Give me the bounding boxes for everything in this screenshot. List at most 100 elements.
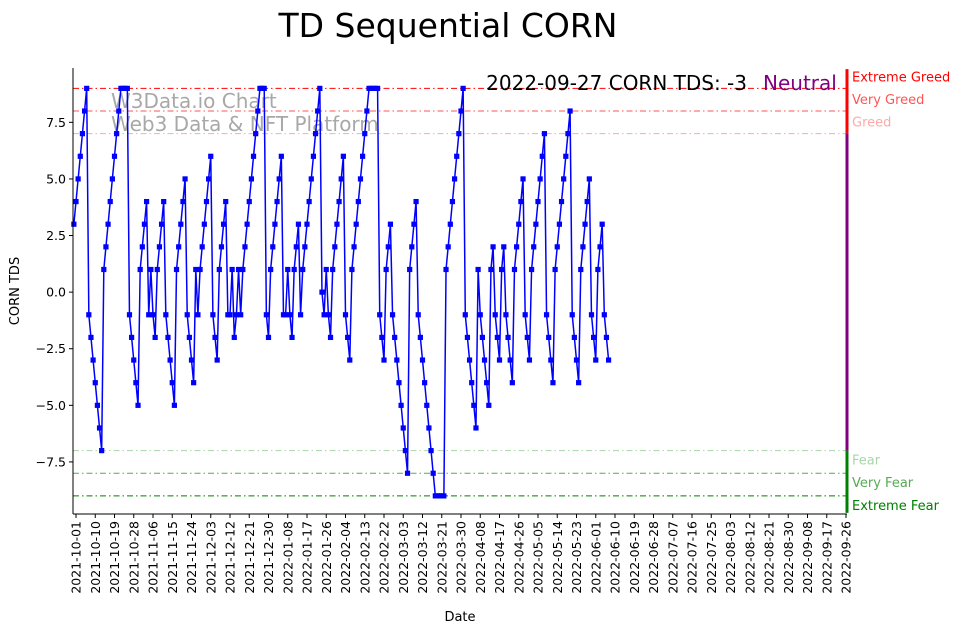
data-point xyxy=(216,266,222,273)
y-tick-label: 7.5 xyxy=(46,115,66,130)
x-tick-label: 2022-02-04 xyxy=(338,521,353,594)
x-tick-label: 2022-04-26 xyxy=(511,521,526,594)
data-point xyxy=(137,266,143,273)
data-point xyxy=(156,244,163,250)
reference-label: Greed xyxy=(852,116,891,131)
data-point xyxy=(255,108,261,114)
data-point xyxy=(220,221,227,227)
data-point xyxy=(73,198,79,205)
data-point xyxy=(139,244,145,250)
x-tick-label: 2022-09-26 xyxy=(839,521,854,594)
data-point xyxy=(584,198,590,205)
data-point xyxy=(398,402,404,408)
data-point xyxy=(469,380,475,386)
data-point xyxy=(567,108,573,114)
data-point xyxy=(96,425,103,431)
data-point xyxy=(383,266,389,273)
data-point xyxy=(302,244,308,250)
data-point xyxy=(381,357,387,363)
data-point xyxy=(417,334,423,341)
data-point xyxy=(79,131,86,137)
data-point xyxy=(516,221,522,227)
data-point xyxy=(180,198,186,205)
data-point xyxy=(505,334,511,341)
data-point xyxy=(283,312,289,318)
data-point xyxy=(411,221,417,227)
data-point xyxy=(77,153,83,159)
sentiment-label: Neutral xyxy=(763,71,837,95)
data-point xyxy=(582,221,588,227)
data-point xyxy=(163,312,169,318)
data-point xyxy=(171,402,177,408)
data-point xyxy=(580,244,586,250)
data-point xyxy=(374,85,381,91)
reference-label: Fear xyxy=(852,454,881,469)
data-point xyxy=(146,312,152,318)
x-tick-label: 2021-11-06 xyxy=(146,521,161,594)
data-point xyxy=(300,266,306,273)
data-point xyxy=(355,198,361,205)
y-tick-label: −5.0 xyxy=(36,398,66,413)
data-point xyxy=(276,176,282,182)
data-point xyxy=(586,176,592,182)
data-point xyxy=(133,380,139,386)
data-point xyxy=(385,244,391,250)
y-tick-label: 0.0 xyxy=(46,285,66,300)
data-point xyxy=(165,334,171,341)
x-tick-label: 2021-12-12 xyxy=(223,521,238,594)
data-point xyxy=(308,176,314,182)
data-point xyxy=(428,448,434,454)
data-point xyxy=(214,357,220,363)
data-point xyxy=(304,221,310,227)
data-point xyxy=(496,357,503,363)
data-point xyxy=(317,85,323,91)
data-point xyxy=(116,108,122,114)
data-point xyxy=(218,244,225,250)
x-tick-label: 2022-05-05 xyxy=(531,521,546,594)
data-point xyxy=(94,402,100,408)
data-point xyxy=(208,153,214,159)
data-point xyxy=(488,266,494,273)
data-point xyxy=(546,334,552,341)
x-tick-label: 2021-12-30 xyxy=(261,521,276,594)
x-tick-label: 2021-10-28 xyxy=(126,521,141,594)
data-point xyxy=(287,312,293,318)
data-point xyxy=(486,402,492,408)
reference-label: Extreme Fear xyxy=(852,499,940,514)
y-tick-label: −2.5 xyxy=(36,341,66,356)
data-point xyxy=(552,266,558,273)
data-point xyxy=(550,380,556,386)
data-point xyxy=(105,221,111,227)
x-tick-label: 2022-09-08 xyxy=(800,521,815,594)
y-tick-label: 5.0 xyxy=(46,171,66,186)
x-tick-label: 2021-10-01 xyxy=(69,521,84,594)
data-point xyxy=(561,176,567,182)
data-point xyxy=(131,357,137,363)
data-point xyxy=(242,244,248,250)
x-tick-label: 2022-06-19 xyxy=(627,521,642,594)
data-point xyxy=(88,334,94,341)
data-point xyxy=(445,244,451,250)
data-point xyxy=(535,198,541,205)
data-point xyxy=(462,312,468,318)
x-tick-label: 2022-07-16 xyxy=(685,521,700,594)
reference-lines: Extreme Greed Very Greed Greed Fear Very Fea… xyxy=(73,70,950,514)
data-point xyxy=(558,198,565,205)
y-axis: −7.5 −5.0 −2.5 0.0 2.5 5.0 7.5 xyxy=(36,115,73,469)
reference-label: Very Fear xyxy=(852,476,914,491)
data-point xyxy=(210,312,216,318)
data-point xyxy=(387,221,394,227)
data-point xyxy=(150,312,156,318)
x-tick-label: 2022-08-03 xyxy=(723,521,738,594)
data-point xyxy=(475,266,481,273)
data-point xyxy=(345,334,351,341)
data-point xyxy=(464,334,471,341)
annotation-text: 2022-09-27 CORN TDS: -3 xyxy=(486,71,747,95)
x-tick-label: 2022-02-22 xyxy=(377,521,392,594)
data-point xyxy=(188,357,195,363)
data-point xyxy=(201,221,207,227)
data-point xyxy=(539,153,545,159)
data-point xyxy=(494,334,500,341)
data-point xyxy=(229,266,235,273)
